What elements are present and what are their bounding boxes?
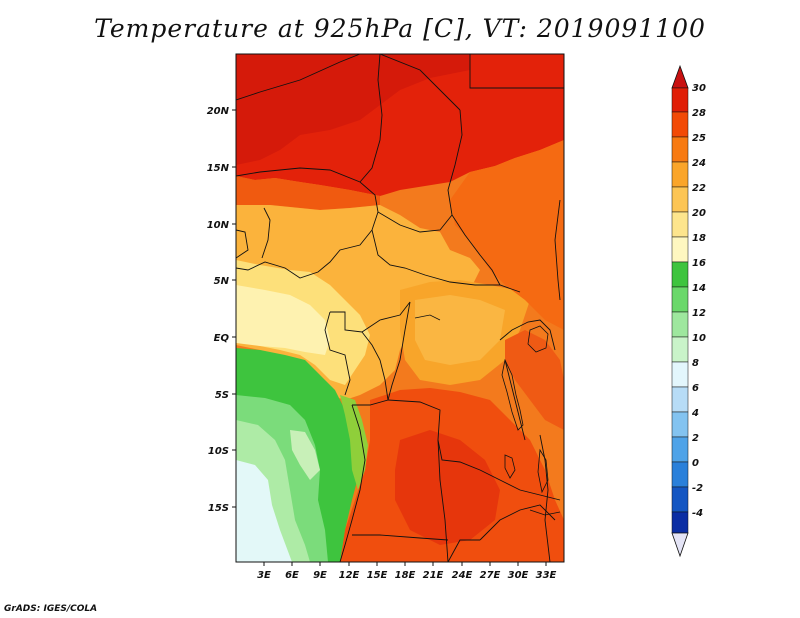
colorbar-label: 22 (692, 183, 706, 194)
colorbar-label: 0 (692, 458, 699, 469)
colorbar-label: 28 (692, 108, 706, 119)
colorbar-label: -4 (692, 508, 703, 519)
colorbar-swatch (671, 211, 689, 238)
colorbar-label: 25 (692, 133, 706, 144)
lon-label: 12E (339, 570, 360, 581)
colorbar-swatch (671, 286, 689, 313)
colorbar-swatch (671, 111, 689, 138)
colorbar-swatch (671, 461, 689, 488)
lon-label: 21E (423, 570, 444, 581)
lon-label: 24E (452, 570, 473, 581)
colorbar-swatch (671, 311, 689, 338)
colorbar-swatch (671, 336, 689, 363)
colorbar-swatch (671, 361, 689, 388)
colorbar-swatch (671, 236, 689, 263)
lon-label: 27E (480, 570, 501, 581)
colorbar-top-arrow (671, 64, 689, 89)
lat-label: 10S (208, 446, 229, 457)
lake-outlines (414, 314, 561, 516)
colorbar-swatch (671, 386, 689, 413)
colorbar-swatch (671, 511, 689, 534)
lon-label: 33E (536, 570, 557, 581)
colorbar-label: 8 (692, 358, 699, 369)
colorbar-swatch (671, 486, 689, 513)
map-frame (235, 53, 565, 563)
colorbar-swatch (671, 411, 689, 438)
colorbar-swatch (671, 87, 689, 113)
lat-label: EQ (214, 333, 230, 344)
grads-credit: GrADS: IGES/COLA (4, 604, 98, 614)
colorbar-label: 30 (692, 83, 706, 94)
colorbar-label: 20 (692, 208, 706, 219)
lat-label: 20N (207, 106, 230, 117)
lat-axis: 20N 15N 10N 5N EQ 5S 10S 15S (207, 106, 236, 514)
colorbar-label: 10 (692, 333, 706, 344)
lon-label: 30E (508, 570, 529, 581)
colorbar: 30 28 25 24 22 20 18 16 14 12 10 8 6 4 2… (671, 64, 706, 558)
colorbar-swatch (671, 161, 689, 188)
lon-label: 15E (367, 570, 388, 581)
country-borders (236, 54, 564, 562)
colorbar-label: 6 (692, 383, 699, 394)
lat-label: 15S (208, 503, 229, 514)
colorbar-label: -2 (692, 483, 703, 494)
colorbar-label: 4 (691, 408, 699, 419)
lon-label: 6E (285, 570, 299, 581)
lon-label: 3E (257, 570, 271, 581)
lat-label: 5N (214, 276, 230, 287)
lon-label: 9E (313, 570, 327, 581)
colorbar-label: 2 (692, 433, 699, 444)
colorbar-swatch (671, 436, 689, 463)
lon-axis: 3E 6E 9E 12E 15E 18E 21E 24E 27E 30E 33E (257, 562, 557, 581)
colorbar-label: 16 (692, 258, 706, 269)
colorbar-label: 24 (692, 158, 706, 169)
colorbar-bottom-arrow (671, 532, 689, 558)
lat-label: 15N (207, 163, 230, 174)
lon-label: 18E (395, 570, 416, 581)
colorbar-swatch (671, 261, 689, 288)
colorbar-label: 18 (692, 233, 706, 244)
colorbar-label: 12 (692, 308, 706, 319)
chart-title: Temperature at 925hPa [C], VT: 201909110… (94, 14, 706, 43)
lat-label: 5S (215, 390, 229, 401)
colorbar-label: 14 (692, 283, 706, 294)
colorbar-swatch (671, 186, 689, 213)
temperature-field (236, 54, 564, 562)
lat-label: 10N (207, 220, 230, 231)
colorbar-swatch (671, 136, 689, 163)
